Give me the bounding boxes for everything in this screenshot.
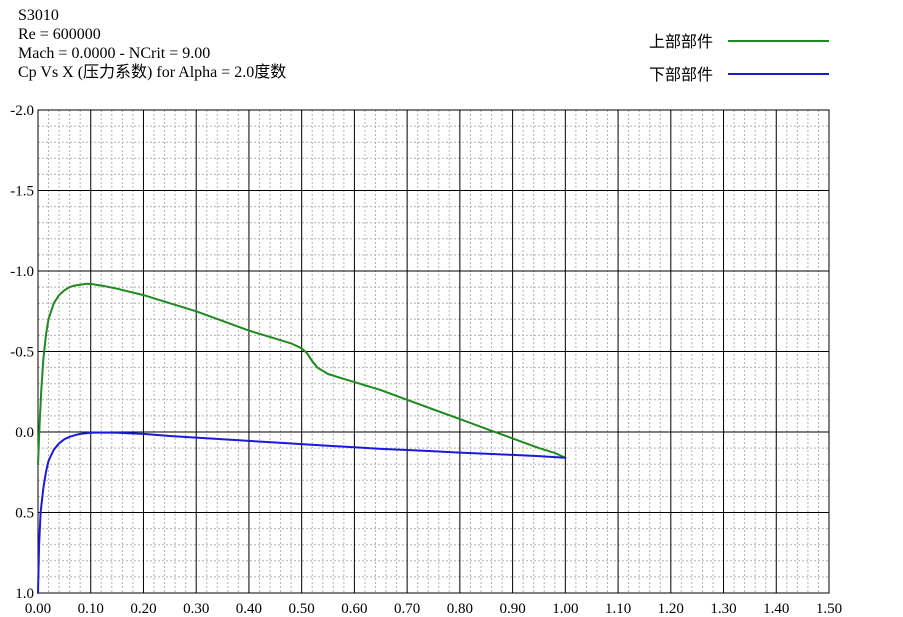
x-tick-label: 0.70 [394, 601, 420, 617]
x-tick-label: 0.30 [183, 601, 209, 617]
x-tick-label: 0.50 [289, 601, 315, 617]
x-tick-label: 1.30 [710, 601, 736, 617]
legend-label: 下部部件 [649, 66, 713, 84]
y-tick-label: 0.5 [15, 506, 34, 522]
y-tick-label: -1.0 [10, 264, 34, 280]
legend-label: 上部部件 [649, 33, 713, 51]
x-tick-label: 1.40 [763, 601, 789, 617]
x-tick-label: 1.10 [605, 601, 631, 617]
chart-title: Cp Vs X (压力系数) for Alpha = 2.0度数 [18, 64, 287, 81]
chart-info-block: S3010 Re = 600000 Mach = 0.0000 - NCrit … [18, 6, 286, 82]
airfoil-name: S3010 [18, 7, 59, 24]
x-tick-label: 1.00 [552, 601, 578, 617]
x-tick-label: 0.10 [78, 601, 104, 617]
lower-surface-line [37, 431, 567, 594]
x-tick-label: 0.90 [499, 601, 525, 617]
x-tick-label: 0.40 [236, 601, 262, 617]
major-grid [38, 110, 829, 593]
y-tick-label: 1.0 [15, 586, 34, 602]
y-tick-label: -2.0 [10, 103, 34, 119]
x-tick-label: 0.00 [25, 601, 51, 617]
x-tick-label: 1.20 [658, 601, 684, 617]
y-axis-ticks: -2.0 -1.5 -1.0 -0.5 0.0 0.5 1.0 [10, 103, 34, 602]
series-layer [37, 282, 567, 594]
mach-ncrit: Mach = 0.0000 - NCrit = 9.00 [18, 45, 211, 62]
x-axis-ticks: 0.00 0.10 0.20 0.30 0.40 0.50 0.60 0.70 0.80 0.90… [25, 601, 842, 617]
x-tick-label: 0.20 [130, 601, 156, 617]
x-tick-label: 0.80 [447, 601, 473, 617]
y-tick-label: 0.0 [15, 425, 34, 441]
x-tick-label: 0.60 [341, 601, 367, 617]
plot-frame [37, 109, 830, 594]
upper-surface-line [37, 282, 567, 466]
y-tick-label: -1.5 [10, 184, 34, 200]
y-tick-label: -0.5 [10, 345, 34, 361]
x-tick-label: 1.50 [816, 601, 842, 617]
reynolds-number: Re = 600000 [18, 26, 101, 43]
